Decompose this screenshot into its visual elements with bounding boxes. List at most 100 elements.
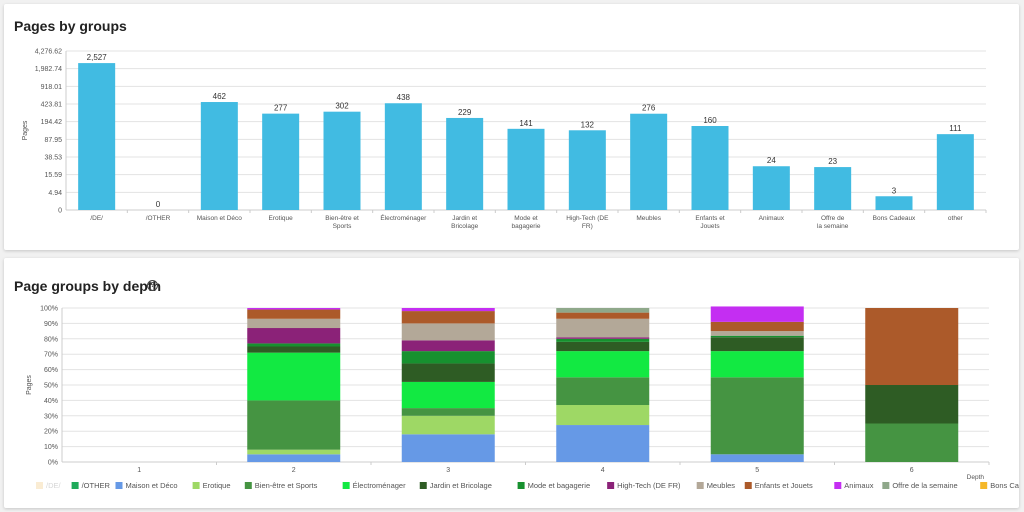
x-tick-label: Bons Cadeaux	[873, 215, 916, 222]
stack-segment	[556, 318, 650, 338]
legend-item[interactable]: Mode et bagagerie	[517, 481, 591, 490]
y-tick-label: 50%	[44, 383, 58, 390]
x-tick-label: 6	[910, 467, 914, 474]
stack-segment	[247, 343, 341, 347]
legend-item[interactable]: Animaux	[834, 481, 874, 490]
bar	[262, 113, 300, 210]
pages-by-groups-panel: Pages by groups 0 4.94 15.59 38.53 87.95 194.…	[4, 4, 1019, 250]
stack-segment	[556, 341, 650, 352]
data-label: 111	[949, 124, 962, 133]
stack-segment	[556, 338, 650, 342]
y-tick-label: 70%	[44, 352, 58, 359]
stack-segment	[247, 309, 341, 319]
y-tick-label: 15.59	[44, 172, 62, 179]
legend-item[interactable]: Jardin et Bricolage	[419, 481, 492, 490]
page-groups-by-depth-panel: Page groups by depth ? 0% 10% 20% 30% 40% 50%…	[4, 258, 1019, 508]
legend-item[interactable]: Bien-être et Sports	[244, 481, 318, 490]
stack-segment	[401, 351, 495, 364]
stack-segment	[401, 408, 495, 416]
bar	[323, 111, 361, 210]
y-tick-label: 194.42	[41, 119, 63, 126]
bar	[875, 196, 913, 210]
stack-segment	[556, 351, 650, 378]
legend-item[interactable]: High-Tech (DE FR)	[607, 481, 681, 490]
bar	[568, 130, 606, 210]
x-tick-label: Électroménager	[380, 213, 427, 222]
y-tick-label: 0	[58, 208, 62, 215]
stack-segment	[556, 312, 650, 319]
data-label: 302	[335, 102, 349, 111]
legend-item[interactable]: Maison et Déco	[115, 481, 178, 490]
stack-segment	[401, 415, 495, 435]
legend-item[interactable]: Erotique	[192, 481, 231, 490]
x-tick-label: 2	[292, 467, 296, 474]
stack-segment	[247, 352, 341, 401]
bar	[200, 102, 238, 210]
data-label: 132	[581, 120, 595, 129]
data-label: 23	[828, 157, 837, 166]
bar	[814, 167, 852, 210]
legend-swatch	[115, 482, 123, 489]
legend-item[interactable]: Électroménager	[342, 481, 406, 490]
legend-label: Enfants et Jouets	[755, 481, 813, 490]
legend-label: Électroménager	[353, 481, 406, 490]
x-tick-label: Mode et bagagerie	[512, 215, 541, 230]
legend-swatch	[882, 482, 890, 489]
x-tick-label: Meubles	[636, 215, 661, 222]
stack-segment	[247, 328, 341, 344]
y-tick-label: 80%	[44, 336, 58, 343]
stack-segment	[865, 308, 959, 385]
data-label: 141	[519, 119, 533, 128]
y-tick-label: 100%	[40, 306, 58, 313]
stack-segment	[401, 323, 495, 341]
stack-segment	[401, 434, 495, 462]
stack-segment	[247, 308, 341, 310]
x-tick-label: Offre de la semaine	[817, 215, 849, 230]
stack-segment	[401, 308, 495, 312]
legend-item[interactable]: Meubles	[696, 481, 736, 490]
y-tick-label: 30%	[44, 413, 58, 420]
legend-swatch	[744, 482, 752, 489]
stack-segment	[710, 335, 804, 338]
y-tick-label: 38.53	[44, 155, 62, 162]
stack-segment	[247, 346, 341, 353]
legend-item[interactable]: /DE/	[36, 481, 62, 490]
stack-segment	[247, 400, 341, 450]
data-label: 229	[458, 108, 472, 117]
legend-swatch	[419, 482, 427, 489]
legend-swatch	[517, 482, 525, 489]
stack-segment	[710, 377, 804, 455]
y-tick-label: 4,276.62	[35, 49, 62, 56]
y-tick-label: 60%	[44, 367, 58, 374]
y-tick-label: 90%	[44, 321, 58, 328]
stack-segment	[401, 381, 495, 409]
x-tick-label: /OTHER	[146, 215, 171, 222]
x-tick-label: /DE/	[90, 215, 103, 222]
bar	[507, 128, 545, 210]
legend-label: Meubles	[707, 481, 736, 490]
x-tick-label: Erotique	[269, 215, 294, 222]
stack-segment	[710, 454, 804, 462]
legend-label: Maison et Déco	[126, 481, 178, 490]
legend-label: /DE/	[46, 481, 62, 490]
x-tick-label: Bien-être et Sports	[325, 215, 359, 230]
legend-swatch	[71, 482, 79, 489]
legend-label: Animaux	[844, 481, 873, 490]
legend-label: Jardin et Bricolage	[430, 481, 492, 490]
legend-item[interactable]: Enfants et Jouets	[744, 481, 813, 490]
y-axis-label: Pages	[22, 120, 29, 140]
legend-label: Mode et bagagerie	[528, 481, 591, 490]
legend-item[interactable]: Offre de la semaine	[882, 481, 958, 490]
legend-item[interactable]: Bons Cadeaux	[980, 481, 1019, 490]
legend-item[interactable]: /OTHER	[71, 481, 111, 490]
data-label: 277	[274, 104, 288, 113]
x-tick-label: Jardin et Bricolage	[451, 215, 478, 230]
y-tick-label: 87.95	[44, 137, 62, 144]
bar	[691, 126, 729, 210]
stack-segment	[556, 377, 650, 406]
legend-swatch	[342, 482, 350, 489]
stack-segment	[710, 351, 804, 378]
x-tick-label: Maison et Déco	[197, 215, 243, 222]
question-circle-icon[interactable]: ?	[147, 280, 158, 291]
stack-segment	[710, 306, 804, 322]
